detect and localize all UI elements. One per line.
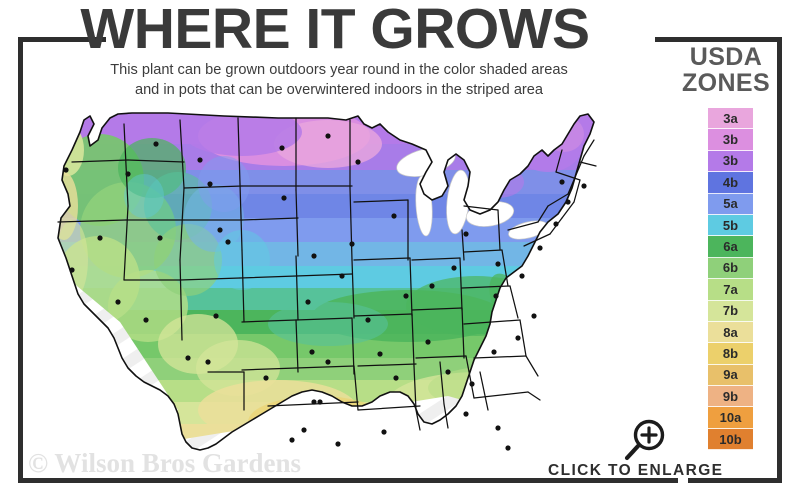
legend-swatch-3a-0: 3a [708,108,753,130]
legend-swatch-4b-3: 4b [708,172,753,194]
watermark: © Wilson Bros Gardens [28,448,301,478]
legend-swatch-7b-9: 7b [708,300,753,322]
frame-left-border [18,37,23,483]
frame-bottom-border [18,478,678,483]
legend-swatch-5a-4: 5a [708,193,753,215]
legend-swatch-10a-14: 10a [708,407,753,429]
usda-hardiness-zone-map[interactable] [28,110,653,460]
frame-bottom-right-border [688,478,782,483]
map-svg [57,112,597,451]
legend-title: USDA ZONES [663,44,789,96]
legend-swatch-3b-2: 3b [708,150,753,173]
legend-swatch-5b-5: 5b [708,214,753,237]
zone-mountain-west-mottle [58,134,280,396]
legend-swatch-3b-1: 3b [708,129,753,151]
magnifier-plus-svg [624,419,665,461]
legend-swatch-7a-8: 7a [708,279,753,301]
legend-zone-swatches: 3a 3b 3b 4b 5a 5b 6a 6b 7a 7b 8a 8b 9a 9b 10a 10b [708,108,753,451]
legend-title-line-1: USDA [689,43,763,71]
legend-swatch-8b-11: 8b [708,343,753,365]
legend-title-line-2: ZONES [681,69,771,97]
legend-swatch-9b-13: 9b [708,386,753,408]
legend-swatch-8a-10: 8a [708,321,753,344]
subtitle: This plant can be grown outdoors year ro… [24,60,654,100]
zone-midwest-core [268,276,546,346]
legend-swatch-10b-15: 10b [708,428,753,451]
legend-swatch-6b-7: 6b [708,257,753,280]
subtitle-line-1: This plant can be grown outdoors year ro… [110,62,568,78]
frame-top-left-border [18,37,106,42]
frame-top-right-border [655,37,782,42]
city-dots [63,133,587,451]
magnifier-plus-icon[interactable] [620,418,668,464]
frame-right-border [777,37,782,483]
page-title: WHERE IT GROWS [80,0,590,61]
subtitle-line-2: and in pots that can be overwintered ind… [134,82,544,99]
legend-swatch-9a-12: 9a [708,364,753,387]
us-country-outline [57,112,595,451]
click-to-enlarge-label[interactable]: CLICK TO ENLARGE [548,462,724,479]
map-zone-shading [58,113,594,450]
legend-swatch-6a-6: 6a [708,236,753,258]
